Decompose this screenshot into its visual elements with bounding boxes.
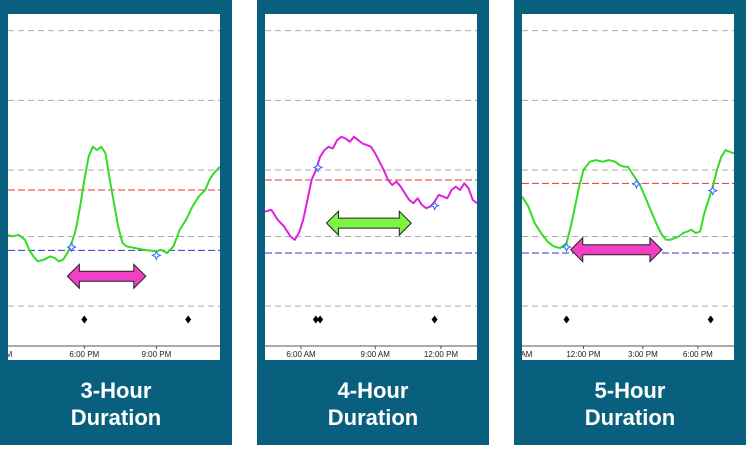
x-tick-label: 6:00 PM [683, 350, 713, 359]
chart-svg: 9:00 AM 12:00 PM 3:00 PM 6:00 PM [522, 30, 734, 359]
trace-line [522, 149, 734, 250]
caption-line-2: Duration [327, 405, 419, 430]
event-marker [707, 185, 719, 196]
event-diamond [431, 315, 438, 324]
chart-svg: 6:00 AM 9:00 AM 12:00 PM [265, 30, 477, 359]
trace-line [265, 135, 477, 241]
chart-panel-3h: 3:00 PM 6:00 PM 9:00 PM 3-Hour Duration [0, 0, 232, 445]
trace-line [8, 145, 220, 263]
plot-area: 9:00 AM 12:00 PM 3:00 PM 6:00 PM [522, 14, 734, 360]
event-marker [151, 250, 162, 261]
event-diamond [317, 315, 324, 324]
caption-line-1: 3-Hour [80, 378, 152, 403]
event-diamond [563, 315, 570, 324]
x-tick-label: 9:00 AM [522, 350, 533, 359]
caption-line-2: Duration [70, 405, 162, 430]
caption-line-1: 5-Hour [594, 378, 666, 403]
x-tick-label: 6:00 AM [286, 350, 316, 359]
chart-caption: 5-Hour Duration [514, 377, 746, 431]
plot-area: 6:00 AM 9:00 AM 12:00 PM [265, 14, 477, 360]
chart-svg: 3:00 PM 6:00 PM 9:00 PM [8, 30, 220, 359]
event-marker [631, 178, 642, 190]
event-marker [312, 162, 324, 173]
x-tick-label: 9:00 AM [361, 350, 391, 359]
chart-caption: 3-Hour Duration [0, 377, 232, 431]
duration-arrow [66, 263, 147, 290]
event-marker [66, 241, 77, 253]
duration-arrow [570, 236, 663, 263]
event-marker [429, 200, 440, 211]
event-marker [561, 241, 572, 253]
plot-area: 3:00 PM 6:00 PM 9:00 PM [8, 14, 220, 360]
event-diamond [707, 315, 714, 324]
event-diamond [312, 315, 319, 324]
chart-caption: 4-Hour Duration [257, 377, 489, 431]
x-tick-label: 9:00 PM [142, 350, 172, 359]
x-tick-label: 3:00 PM [8, 350, 13, 359]
caption-line-2: Duration [584, 405, 676, 430]
caption-line-1: 4-Hour [337, 378, 409, 403]
duration-arrow [325, 209, 412, 237]
x-tick-label: 6:00 PM [69, 350, 99, 359]
x-tick-label: 12:00 PM [566, 350, 601, 359]
x-tick-label: 12:00 PM [424, 350, 459, 359]
x-tick-label: 3:00 PM [628, 350, 658, 359]
event-diamond [185, 315, 192, 324]
chart-panel-4h: 6:00 AM 9:00 AM 12:00 PM 4-Hour Duration [257, 0, 489, 445]
event-diamond [81, 315, 88, 324]
chart-panel-5h: 9:00 AM 12:00 PM 3:00 PM 6:00 PM 5-Hour Dur… [514, 0, 746, 445]
